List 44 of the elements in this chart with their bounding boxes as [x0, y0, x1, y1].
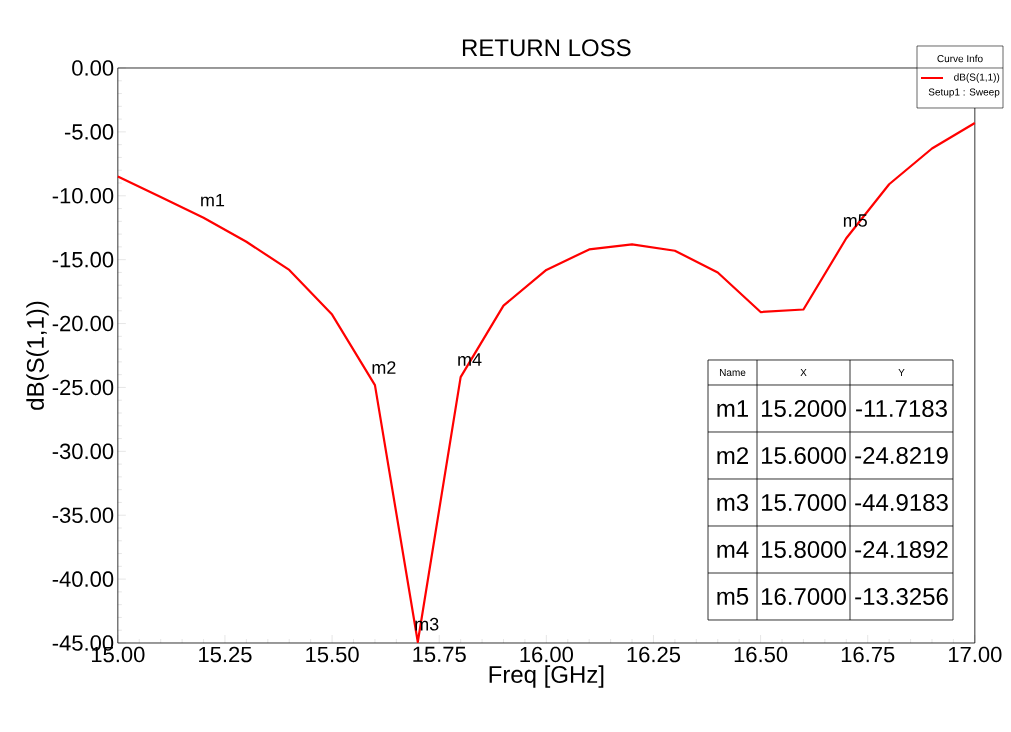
- x-tick-label: 16.25: [627, 646, 681, 663]
- y-tick-label: -20.00: [52, 315, 114, 332]
- y-tick-label: -10.00: [52, 187, 114, 204]
- annotation: -24.1892: [855, 541, 948, 558]
- annotation: m2: [717, 447, 748, 464]
- annotation: 15.8000: [761, 541, 846, 558]
- y-tick-label: -15.00: [52, 251, 114, 268]
- x-tick-label: 16.00: [520, 646, 573, 663]
- y-tick-label: 0.00: [72, 60, 114, 76]
- annotation: 15.7000: [761, 494, 846, 511]
- annotation: m5: [717, 588, 749, 605]
- y-tick-label: -40.00: [52, 571, 114, 587]
- x-tick-label: 16.75: [841, 646, 895, 663]
- x-tick-label: 15.75: [413, 646, 466, 663]
- annotation: 16.7000: [761, 588, 846, 605]
- chart-title: RETURN LOSS: [462, 39, 631, 57]
- legend-label: dB(S(1,1)): [954, 73, 1000, 83]
- y-tick-label: -30.00: [52, 443, 114, 460]
- annotation: Name: [719, 369, 746, 376]
- annotation: -24.8219: [855, 447, 948, 464]
- x-tick-label: 17.00: [949, 646, 1002, 663]
- annotation: Setup1 : Sweep: [928, 88, 1000, 98]
- annotation: m4: [717, 541, 749, 558]
- annotation: m1: [717, 400, 748, 417]
- annotation: 15.2000: [761, 400, 846, 417]
- annotation: 15.6000: [761, 447, 846, 464]
- x-tick-label: 15.50: [306, 646, 359, 663]
- y-axis-title: dB(S(1,1)): [26, 301, 49, 410]
- y-tick-label: -5.00: [64, 124, 114, 140]
- annotation: m3: [717, 494, 749, 511]
- annotation: -44.9183: [855, 494, 948, 511]
- annotation: X: [800, 369, 807, 376]
- y-tick-label: -25.00: [52, 379, 114, 396]
- y-tick-label: -35.00: [52, 507, 114, 524]
- x-tick-label: 16.50: [734, 646, 788, 663]
- line-series: [116, 121, 976, 644]
- x-axis-title: Freq [GHz]: [489, 665, 604, 688]
- annotation: -13.3256: [855, 588, 948, 605]
- annotation: m2: [372, 361, 396, 374]
- annotation: -11.7183: [856, 400, 947, 417]
- annotation: m1: [201, 193, 225, 207]
- x-tick-label: 15.25: [199, 646, 252, 663]
- annotation: Y: [898, 369, 905, 376]
- legend-title: Curve Info: [937, 54, 983, 63]
